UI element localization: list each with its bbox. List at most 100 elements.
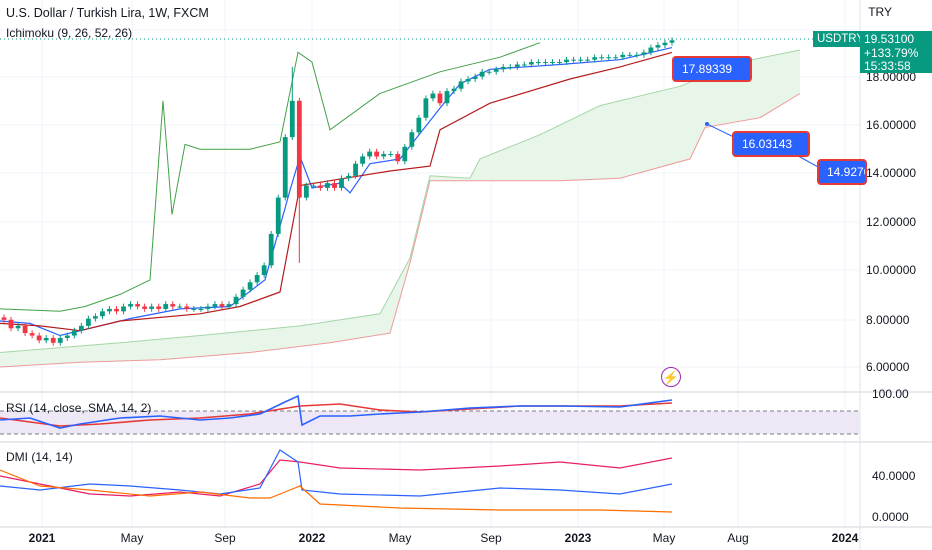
leading-span-a bbox=[0, 49, 801, 353]
candle-body bbox=[149, 306, 155, 309]
base-line bbox=[0, 51, 673, 332]
candle-body bbox=[177, 306, 183, 308]
candle-body bbox=[8, 319, 14, 329]
price-tick-6: 18.00000 bbox=[866, 70, 916, 84]
candle-body bbox=[198, 308, 204, 310]
candle-body bbox=[135, 304, 140, 307]
lagging-span bbox=[0, 42, 541, 312]
rsi-tick: 100.00 bbox=[872, 387, 909, 401]
time-axis[interactable]: 2021 May Sep 2022 May Sep 2023 May Aug 2024 bbox=[29, 531, 859, 545]
candle-body bbox=[472, 76, 478, 80]
candle-body bbox=[592, 57, 598, 60]
candle-body bbox=[156, 306, 162, 309]
candle-body bbox=[585, 59, 591, 61]
candle-body bbox=[486, 71, 492, 73]
candle-body bbox=[93, 316, 98, 319]
candle-body bbox=[374, 151, 380, 157]
candlesticks bbox=[1, 37, 675, 346]
candle-body bbox=[57, 337, 63, 343]
candle-body bbox=[29, 333, 35, 336]
dmi-legend[interactable]: DMI (14, 14) bbox=[6, 450, 73, 464]
time-tick-0: 2021 bbox=[29, 531, 56, 545]
candle-body bbox=[423, 98, 429, 118]
candle-body bbox=[289, 100, 295, 138]
candle-body bbox=[233, 296, 239, 305]
bar-countdown: 15:33:58 bbox=[864, 59, 911, 73]
price-tick-0: 6.00000 bbox=[866, 360, 910, 374]
last-price-value: 19.53100 bbox=[864, 32, 915, 46]
candle-body bbox=[64, 335, 70, 338]
candle-body bbox=[578, 59, 583, 61]
price-tick-2: 10.00000 bbox=[866, 263, 916, 277]
candle-body bbox=[353, 163, 358, 176]
candle-body bbox=[550, 62, 555, 64]
candle-body bbox=[367, 151, 373, 157]
candle-body bbox=[261, 265, 267, 276]
candle-body bbox=[303, 185, 309, 198]
candle-body bbox=[107, 308, 112, 312]
ichimoku-lines bbox=[0, 42, 673, 337]
candle-body bbox=[543, 62, 548, 64]
price-change: +133.79% bbox=[864, 45, 919, 60]
callout-dot-2 bbox=[705, 122, 709, 126]
candle-body bbox=[402, 146, 408, 162]
time-tick-3: 2022 bbox=[299, 531, 326, 545]
candle-body bbox=[409, 132, 415, 147]
candle-body bbox=[170, 304, 176, 307]
candle-body bbox=[648, 47, 654, 53]
callout-label-2[interactable]: 16.03143 bbox=[732, 131, 810, 157]
callout-label-1[interactable]: 17.89339 bbox=[672, 56, 752, 82]
candle-body bbox=[381, 154, 387, 157]
ichimoku-legend[interactable]: Ichimoku (9, 26, 52, 26) bbox=[6, 26, 133, 40]
candle-body bbox=[571, 59, 576, 61]
candle-body bbox=[416, 117, 422, 133]
price-axis[interactable]: 6.00000 8.00000 10.00000 12.00000 14.00000 16… bbox=[866, 70, 916, 524]
candle-body bbox=[36, 335, 42, 341]
price-tick-4: 14.00000 bbox=[866, 166, 916, 180]
candle-body bbox=[437, 93, 443, 104]
candle-body bbox=[191, 308, 197, 310]
candle-body bbox=[620, 54, 626, 58]
callout-label-3[interactable]: 14.9270 bbox=[817, 159, 867, 185]
di-minus-line bbox=[0, 457, 673, 497]
rsi-legend[interactable]: RSI (14, close, SMA, 14, 2) bbox=[6, 401, 152, 415]
candle-body bbox=[71, 330, 77, 336]
candle-body bbox=[655, 45, 661, 48]
time-tick-8: Aug bbox=[727, 531, 748, 545]
candle-body bbox=[240, 289, 246, 297]
candle-body bbox=[479, 71, 485, 77]
candle-body bbox=[205, 306, 211, 309]
candle-body bbox=[212, 304, 218, 307]
rsi-pane bbox=[0, 394, 860, 435]
dmi-tick-40: 40.0000 bbox=[872, 469, 916, 483]
candle-body bbox=[310, 185, 316, 187]
adx-line bbox=[0, 469, 673, 513]
candle-body bbox=[641, 52, 647, 55]
flash-icon[interactable]: ⚡ bbox=[661, 367, 681, 387]
candle-body bbox=[528, 62, 534, 65]
candle-body bbox=[282, 137, 288, 198]
candle-body bbox=[339, 178, 344, 188]
candle-body bbox=[557, 62, 562, 64]
time-tick-5: Sep bbox=[480, 531, 502, 545]
candle-body bbox=[184, 306, 190, 309]
cloud-fill bbox=[0, 50, 800, 367]
candle-body bbox=[219, 304, 225, 307]
candle-body bbox=[1, 317, 7, 320]
candle-body bbox=[332, 183, 337, 188]
candle-body bbox=[360, 156, 366, 164]
candle-body bbox=[514, 64, 520, 67]
price-tick-3: 12.00000 bbox=[866, 215, 916, 229]
candle-body bbox=[128, 304, 133, 307]
candle-body bbox=[599, 57, 605, 59]
price-tick-1: 8.00000 bbox=[866, 313, 910, 327]
candle-body bbox=[43, 337, 49, 341]
candle-body bbox=[500, 66, 506, 70]
time-tick-4: May bbox=[389, 531, 412, 545]
candle-body bbox=[275, 197, 281, 234]
candle-body bbox=[100, 311, 105, 317]
chart-title[interactable]: U.S. Dollar / Turkish Lira, 1W, FXCM bbox=[6, 6, 209, 20]
last-price-box: 19.53100 +133.79% 15:33:58 bbox=[860, 31, 932, 73]
